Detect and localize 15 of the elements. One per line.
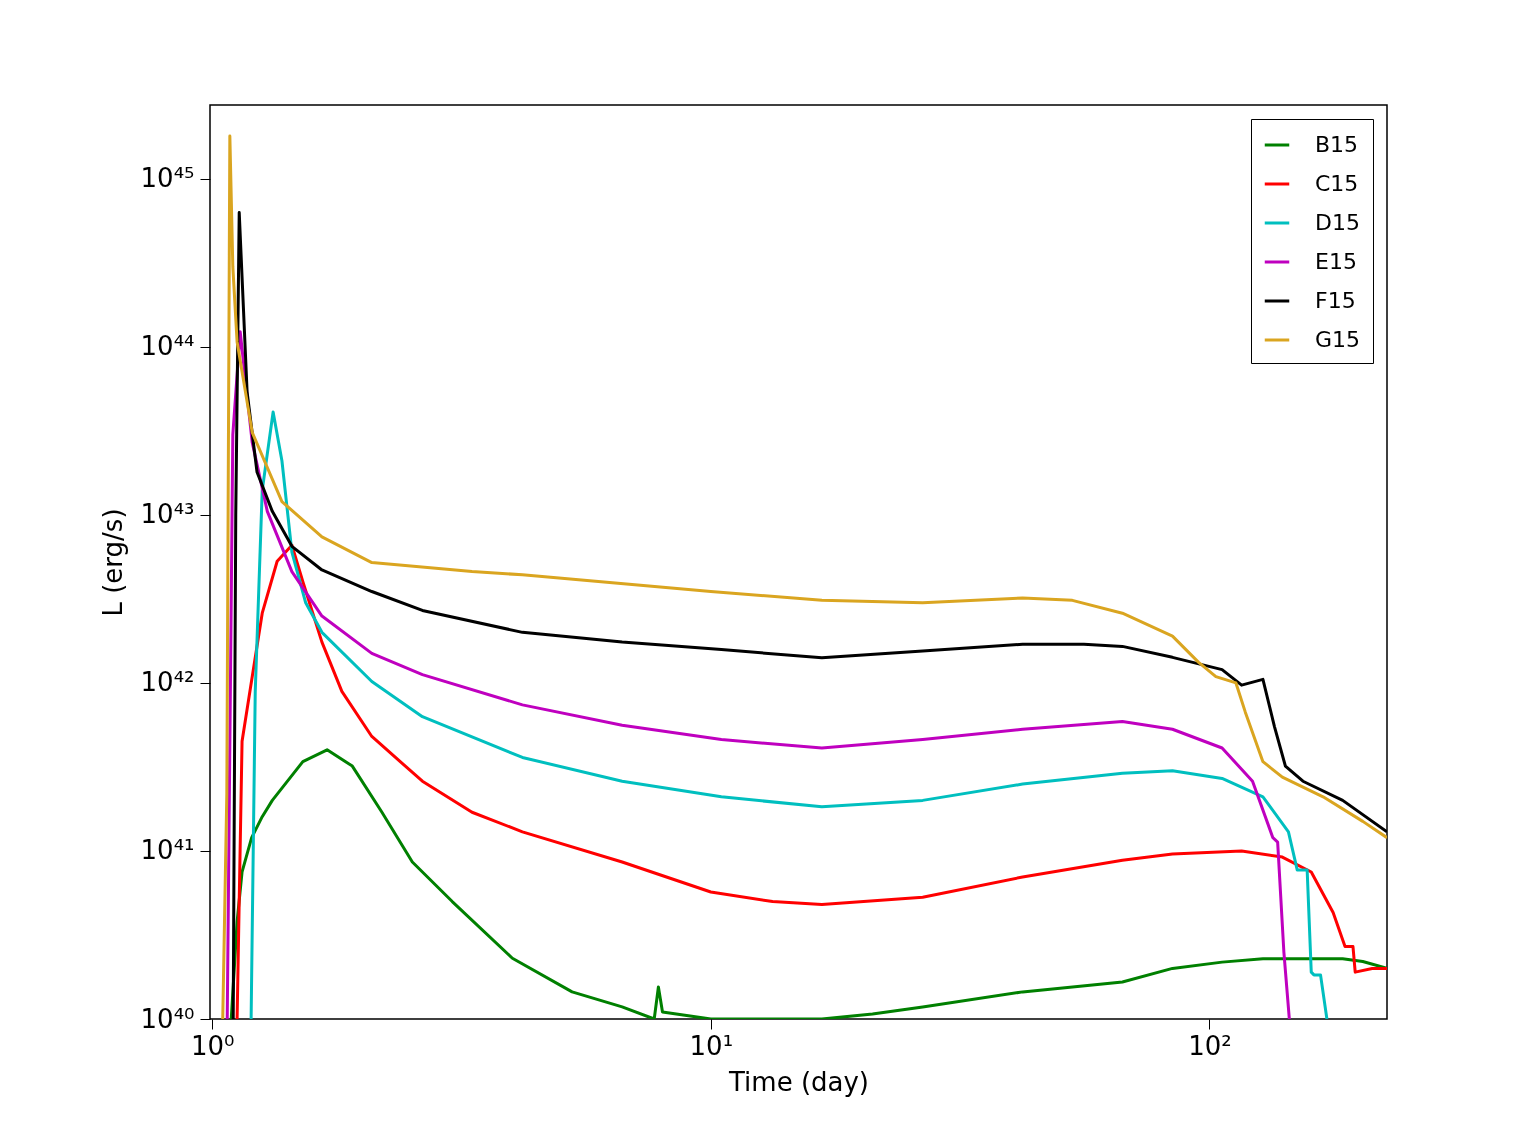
legend-label: C15 (1315, 171, 1359, 196)
y-tick-label: 10⁴⁴ (140, 331, 195, 362)
legend-label: D15 (1315, 210, 1360, 235)
x-tick-label: 10² (1188, 1030, 1232, 1061)
y-tick-label: 10⁴¹ (140, 835, 195, 866)
x-tick-label: 10¹ (689, 1030, 734, 1061)
legend-label: B15 (1315, 132, 1359, 157)
legend-label: E15 (1315, 249, 1357, 274)
y-tick-label: 10⁴⁵ (140, 163, 195, 194)
y-tick-label: 10⁴² (140, 667, 195, 698)
x-axis-title: Time (day) (727, 1066, 870, 1097)
legend-label: F15 (1315, 288, 1356, 313)
legend-label: G15 (1315, 327, 1361, 352)
y-axis-title: L (erg/s) (97, 508, 128, 617)
y-tick-label: 10⁴³ (140, 499, 195, 530)
